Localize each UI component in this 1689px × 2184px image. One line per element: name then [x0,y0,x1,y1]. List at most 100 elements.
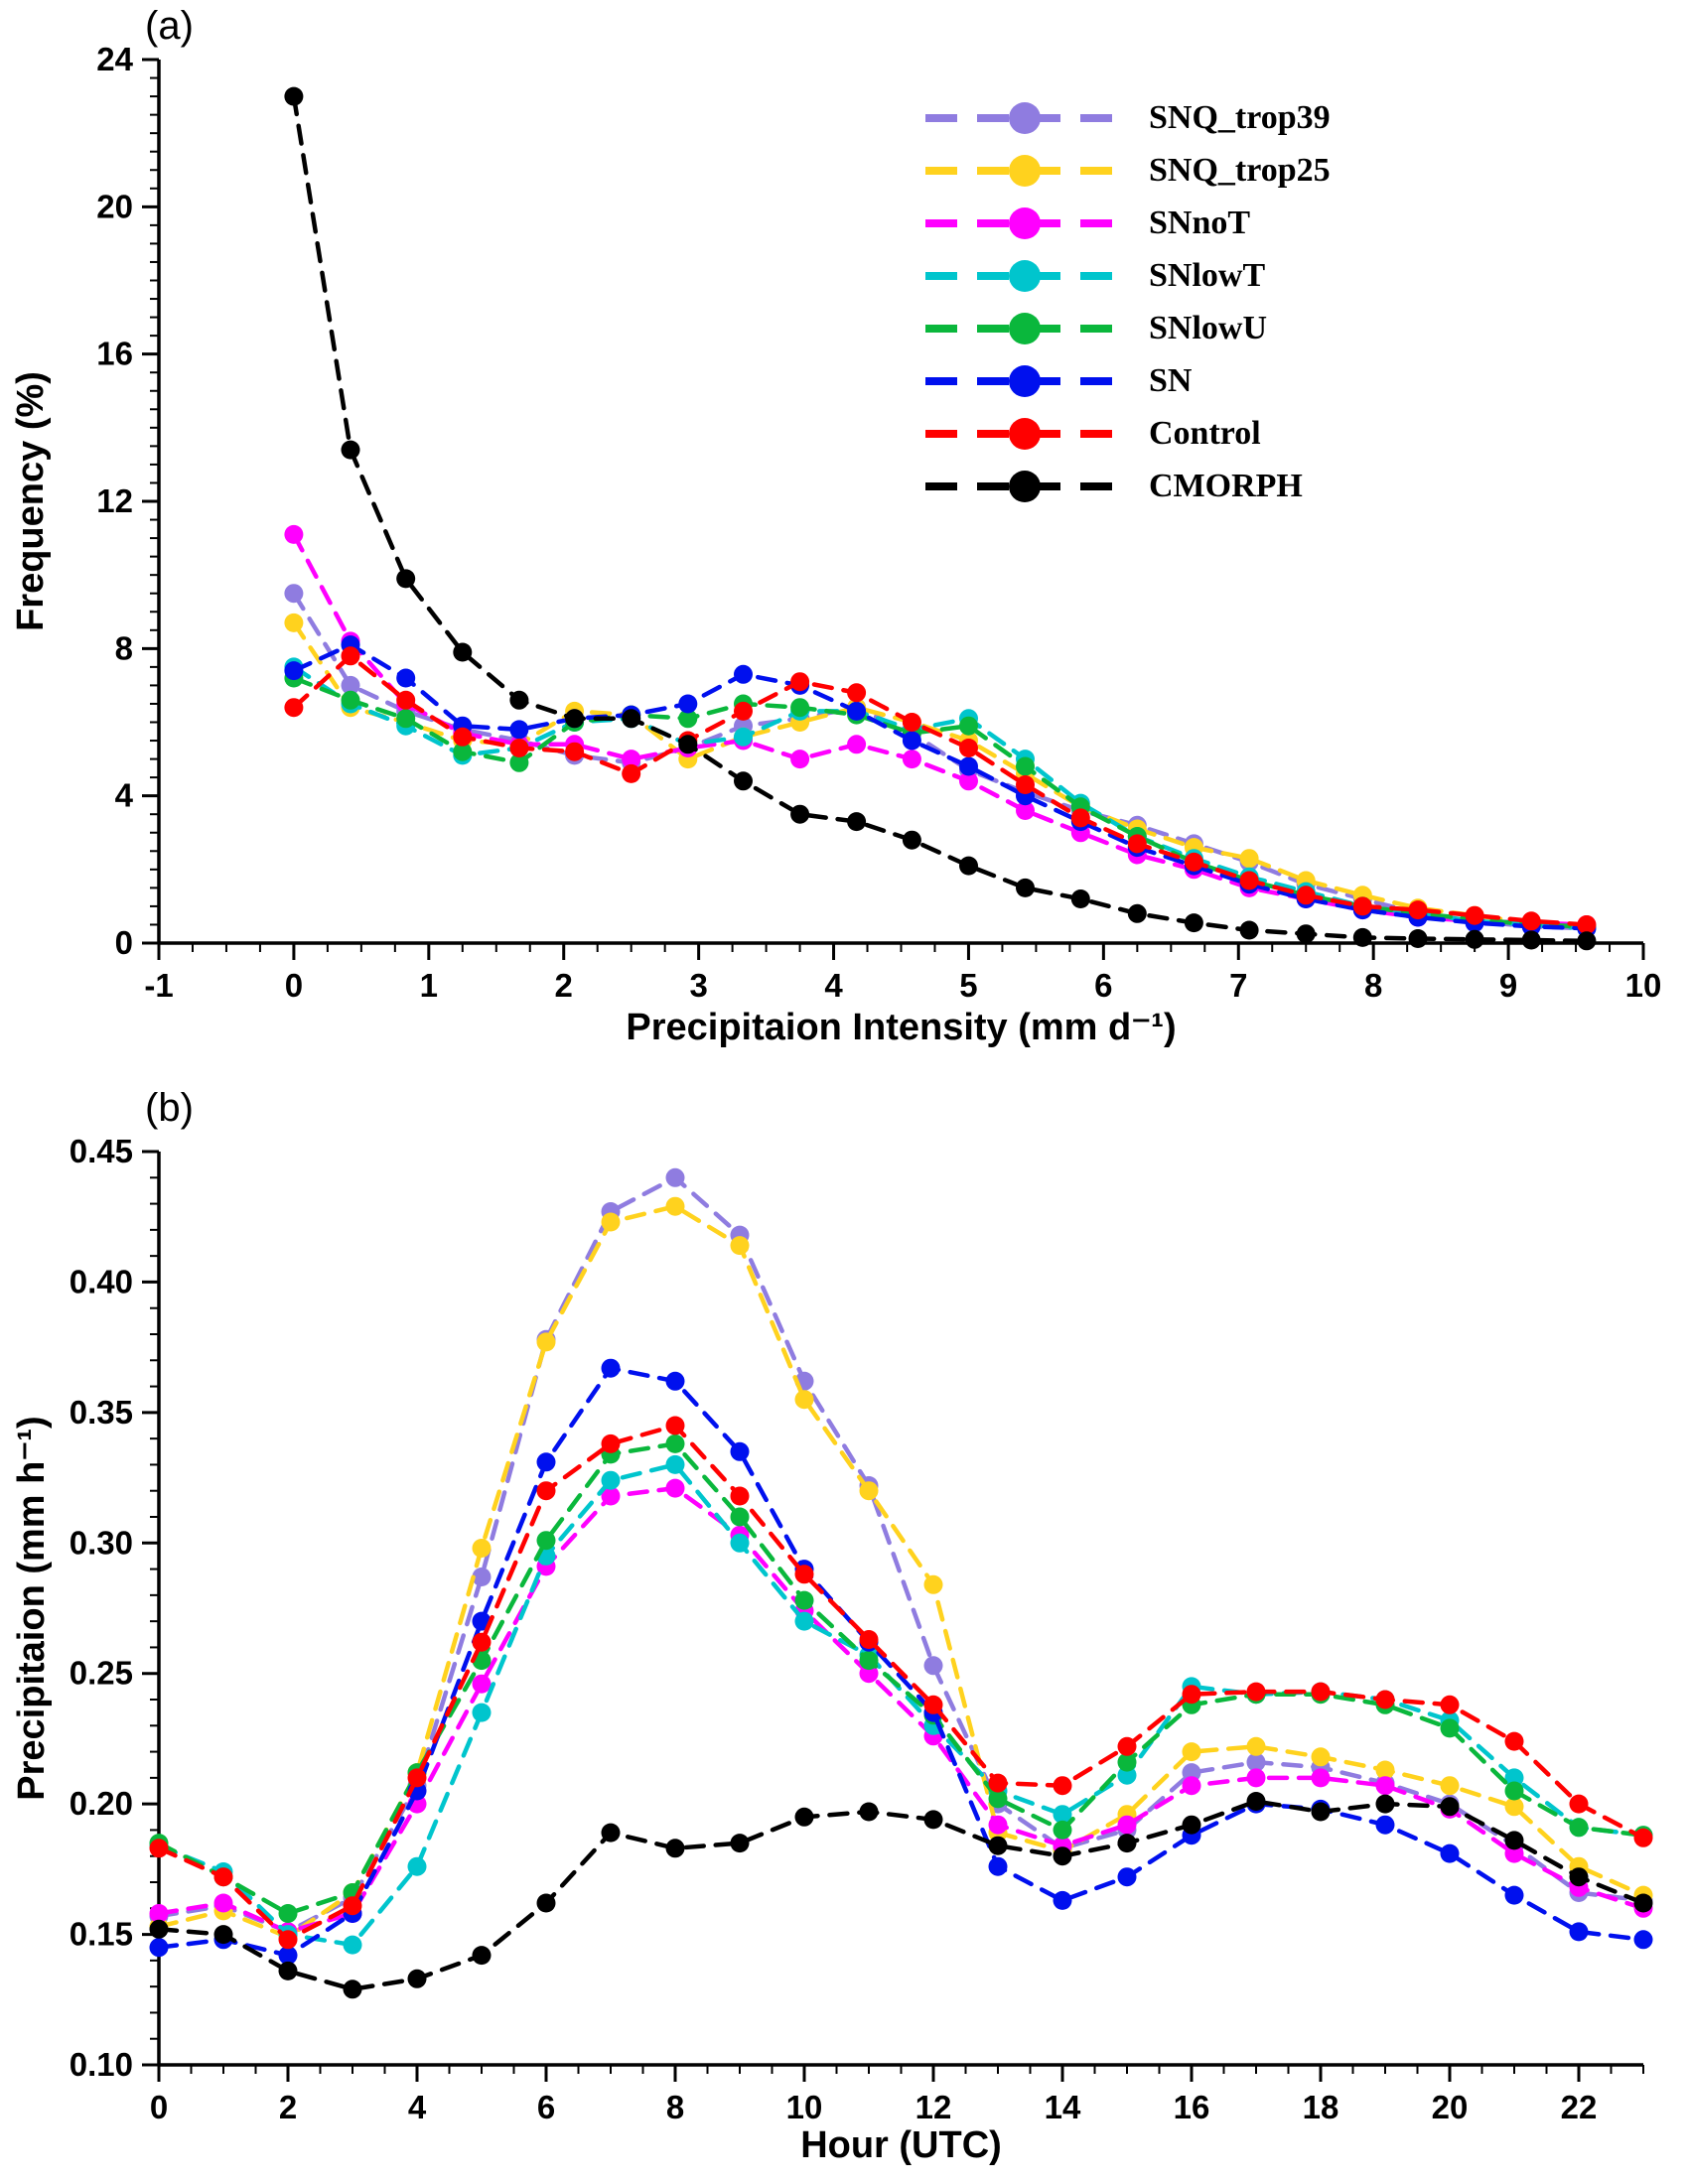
series-marker-Control [1504,1731,1524,1751]
series-marker-Control [1246,1682,1266,1702]
series-marker-SNQ_trop39 [472,1568,492,1586]
series-marker-SN [1053,1890,1072,1910]
y-tick-label: 20 [96,188,133,224]
series-marker-CMORPH [902,830,921,850]
series-marker-SNQ_trop25 [923,1574,943,1594]
series-marker-Control [509,739,529,757]
x-tick-label: 18 [1303,2089,1339,2125]
series-marker-SNQ_trop39 [1246,1752,1266,1772]
series-marker-CMORPH [959,856,978,876]
legend-item-SNnoT: SNnoT [923,197,1331,249]
y-tick-label: 0.10 [70,2046,133,2083]
series-marker-Control [536,1481,556,1501]
series-marker-SNnoT [1375,1776,1395,1796]
series-marker-Control [341,646,360,666]
series-marker-SNlowU [988,1789,1008,1809]
series-marker-SNlowU [453,742,473,761]
panel-b-plot: 0 2 4 6 8 10 12 14 16 18 20 22 0.10 0.15 0.20 0.25 0.30 0… [70,1133,1653,2125]
series-marker-Control [396,690,416,710]
series-marker-Control [278,1930,298,1950]
series-marker-CMORPH [1521,930,1541,950]
series-marker-Control [622,763,641,783]
series-marker-CMORPH [1182,1815,1201,1835]
legend-line-sample [925,101,1125,134]
x-tick-label: 0 [150,2089,168,2125]
series-marker-SNlowU [959,716,978,736]
series-marker-Control [1311,1682,1331,1702]
legend-label: SNnoT [1149,204,1251,241]
series-marker-Control [1440,1695,1460,1714]
series-marker-SNlowU [509,752,529,772]
series-marker-SNnoT [1246,1768,1266,1788]
panel-b: 0 2 4 6 8 10 12 14 16 18 20 22 0.10 0.15 0.20 0.25 0.30 0… [0,1082,1689,2184]
series-marker-CMORPH [1184,913,1203,933]
legend-label: Control [1149,414,1261,452]
legend-item-Control: Control [923,407,1331,460]
series-marker-SNQ_trop25 [1182,1742,1201,1762]
x-tick-label: 10 [786,2089,823,2125]
series-marker-SNnoT [665,1478,685,1498]
series-marker-SNlowU [790,698,810,718]
series-marker-CMORPH [278,1961,298,1980]
series-marker-Control [1577,915,1597,934]
series-marker-Control [1239,871,1259,890]
series-marker-CMORPH [1070,889,1090,908]
series-marker-SNnoT [790,750,810,769]
series-marker-SN [1569,1922,1589,1942]
series-marker-CMORPH [213,1925,233,1945]
series-marker-Control [343,1896,362,1916]
series-marker-SNQ_trop25 [1311,1747,1331,1767]
x-tick-label: 8 [666,2089,684,2125]
series-marker-SN [1633,1930,1653,1950]
legend-line-sample [925,470,1125,502]
x-tick-label: 0 [285,967,303,1004]
y-tick-label: 0.40 [70,1263,133,1299]
series-marker-CMORPH [794,1807,814,1827]
y-tick-label: 0 [115,924,133,961]
series-line-SN [156,1365,1646,1959]
series-marker-SNlowU [1569,1818,1589,1838]
series-marker-CMORPH [665,1839,685,1858]
series-marker-SNQ_trop25 [665,1196,685,1216]
series-marker-Control [1016,775,1035,794]
series-marker-CMORPH [1311,1802,1331,1822]
legend-dot [1009,364,1041,397]
series-line-SNlowT [291,664,1590,931]
y-tick-label: 0.30 [70,1524,133,1561]
legend-label: SNQ_trop25 [1149,151,1331,189]
series-marker-SNlowT [343,1935,362,1955]
series-marker-SNnoT [1311,1768,1331,1788]
series-marker-SNnoT [622,750,641,769]
series-marker-Control [149,1839,169,1858]
panel-b-yaxis-title: Precipitaion (mm h⁻¹) [11,1416,53,1801]
series-line-SNnoT [156,1485,1646,1935]
series-marker-Control [1375,1690,1395,1709]
series-marker-SNnoT [284,524,304,544]
y-tick-label: 0.20 [70,1785,133,1822]
legend-line-sample [925,312,1125,344]
series-marker-CMORPH [1408,929,1428,948]
series-marker-Control [988,1773,1008,1793]
series-marker-SNlowU [678,709,698,729]
series-marker-SNnoT [213,1893,233,1913]
series-marker-SN [1440,1843,1460,1863]
series-marker-CMORPH [1577,931,1597,951]
series-marker-CMORPH [1352,927,1372,947]
series-marker-Control [790,672,810,692]
series-marker-CMORPH [1465,929,1484,949]
series-line-Control [156,1423,1646,1943]
legend-line-sample [925,154,1125,187]
series-marker-Control [1633,1828,1653,1847]
panel-b-label: (b) [145,1086,194,1130]
series-marker-SNQ_trop25 [1246,1736,1266,1756]
y-tick-label: 4 [115,777,134,814]
series-marker-CMORPH [536,1893,556,1913]
series-marker-Control [1352,896,1372,916]
series-marker-SNnoT [959,771,978,791]
series-marker-CMORPH [790,804,810,824]
series-marker-Control [1569,1794,1589,1814]
series-line-SNlowT [156,1461,1646,1948]
series-marker-CMORPH [472,1946,492,1966]
series-marker-Control [1127,834,1147,854]
